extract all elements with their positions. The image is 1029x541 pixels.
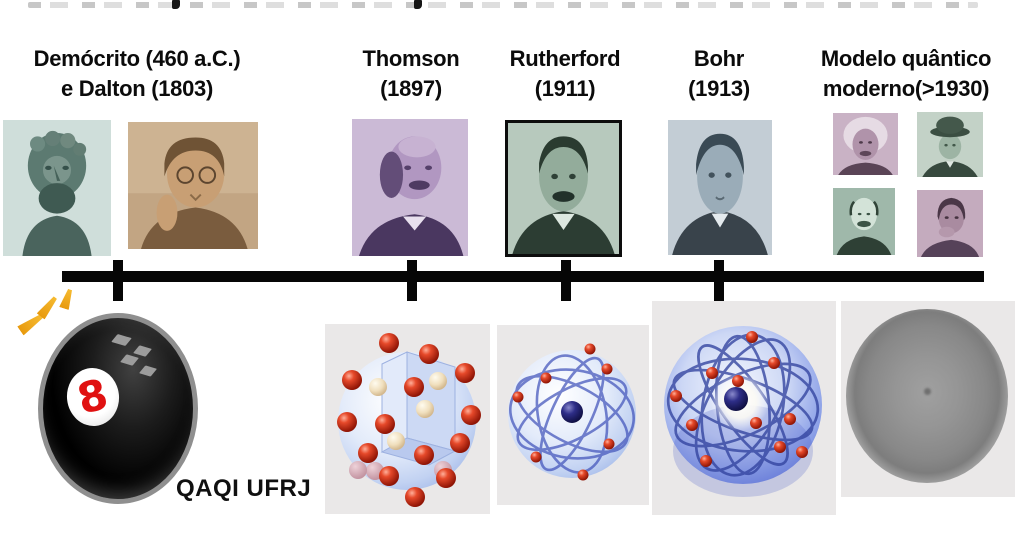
ball-glare-icon — [111, 334, 132, 346]
timeline-bar — [62, 271, 984, 282]
label-line: (1897) — [380, 76, 442, 101]
bohr-portrait — [668, 120, 772, 255]
thomson-portrait — [352, 119, 468, 256]
clipped-title-glyph — [172, 0, 180, 9]
emphasis-spark-icon — [37, 294, 60, 319]
timeline-tick-thomson — [407, 260, 417, 301]
scientist-with-hat-portrait — [917, 112, 983, 177]
label-bohr: Bohr (1913) — [688, 44, 750, 104]
watermark-text: QAQI UFRJ — [176, 475, 312, 502]
label-democrito-dalton: Demócrito (460 a.C.) e Dalton (1803) — [34, 44, 241, 104]
label-line: Modelo quântico — [820, 46, 992, 71]
planck-portrait — [833, 188, 895, 255]
label-line: Thomson — [362, 46, 460, 71]
eight-ball-number: 8 — [72, 369, 113, 424]
emphasis-spark-icon — [59, 288, 75, 310]
label-line: Bohr — [693, 46, 745, 71]
rutherford-portrait — [505, 120, 622, 257]
label-quantum: Modelo quântico moderno(>1930) — [820, 44, 992, 104]
electron-cloud-icon — [846, 309, 1008, 483]
einstein-portrait — [833, 113, 898, 175]
timeline-tick-bohr — [714, 260, 724, 301]
label-line: moderno(>1930) — [822, 76, 990, 101]
eight-ball-number-badge: 8 — [64, 365, 122, 429]
label-line: e Dalton (1803) — [60, 76, 213, 101]
timeline-tick-rutherford — [561, 260, 571, 301]
ball-glare-icon — [138, 365, 158, 377]
clipped-title-remnant — [28, 2, 978, 8]
clipped-title-glyph — [414, 0, 422, 9]
rutherford-planetary-model — [497, 325, 649, 505]
label-line: Rutherford — [509, 46, 621, 71]
ball-glare-icon — [120, 354, 139, 366]
label-line: Demócrito (460 a.C.) — [33, 46, 241, 71]
label-thomson: Thomson (1897) — [363, 44, 460, 104]
democritus-bust — [3, 120, 111, 256]
ball-glare-icon — [133, 345, 152, 357]
label-line: (1911) — [534, 76, 596, 101]
label-rutherford: Rutherford (1911) — [510, 44, 621, 104]
nucleus-dot-icon — [924, 387, 931, 395]
dalton-portrait — [128, 122, 258, 249]
thomson-plum-pudding-model — [325, 324, 490, 514]
billiard-eight-ball-model: 8 — [38, 313, 198, 504]
scientist-portrait — [917, 190, 983, 257]
timeline-tick-democrito-dalton — [113, 260, 123, 301]
quantum-electron-cloud-model — [841, 301, 1015, 497]
label-line: (1913) — [688, 76, 750, 101]
bohr-orbits-model — [652, 301, 836, 515]
